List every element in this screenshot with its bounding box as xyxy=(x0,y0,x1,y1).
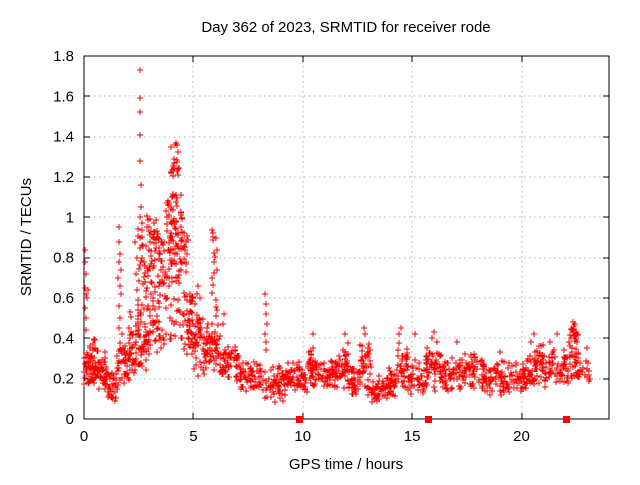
y-tick-label: 1 xyxy=(66,209,74,226)
y-axis-label: SRMTID / TECUs xyxy=(18,178,35,296)
y-tick-label: 0 xyxy=(66,411,74,428)
baseline-square xyxy=(563,416,570,423)
x-tick-label: 5 xyxy=(189,428,197,445)
y-tick-label: 1.4 xyxy=(53,129,74,146)
baseline-square xyxy=(296,416,303,423)
scatter-points xyxy=(81,67,593,405)
x-tick-label: 15 xyxy=(404,428,421,445)
x-axis-label: GPS time / hours xyxy=(289,456,403,473)
baseline-square-markers xyxy=(296,416,570,423)
x-tick-label: 20 xyxy=(513,428,530,445)
baseline-square xyxy=(425,416,432,423)
x-tick-label: 10 xyxy=(294,428,311,445)
y-tick-label: 1.8 xyxy=(53,48,74,65)
chart-title: Day 362 of 2023, SRMTID for receiver rod… xyxy=(201,19,490,36)
y-tick-label: 0.4 xyxy=(53,330,74,347)
grid-lines xyxy=(84,56,609,419)
y-tick-labels: 0 0.2 0.4 0.6 0.8 1 1.2 1.4 1.6 1.8 xyxy=(53,48,74,428)
scatter-points-path xyxy=(81,67,593,405)
y-tick-label: 0.6 xyxy=(53,290,74,307)
x-tick-label: 0 xyxy=(80,428,88,445)
y-tick-label: 1.6 xyxy=(53,88,74,105)
y-tick-label: 1.2 xyxy=(53,169,74,186)
x-tick-labels: 0 5 10 15 20 xyxy=(80,428,530,445)
plot-border xyxy=(83,55,610,420)
grid-path xyxy=(84,56,609,419)
y-tick-label: 0.2 xyxy=(53,371,74,388)
y-tick-label: 0.8 xyxy=(53,250,74,267)
